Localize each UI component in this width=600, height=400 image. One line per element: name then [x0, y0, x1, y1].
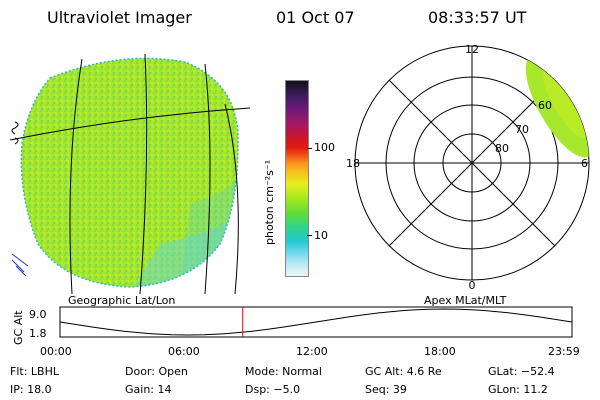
timeline-plot: [59, 306, 573, 338]
altitude-curve: [59, 308, 573, 336]
info-gc-alt: GC Alt: 4.6 Re: [365, 365, 442, 378]
lat-label-70: 70: [515, 123, 529, 136]
info-flt: Flt: LBHL: [10, 365, 59, 378]
timeline-ytick-1-8: 1.8: [29, 327, 47, 340]
geographic-image: [9, 53, 251, 295]
info-mode: Mode: Normal: [245, 365, 322, 378]
info-gain: Gain: 14: [125, 383, 172, 396]
colorbar: [285, 80, 309, 277]
apex-polar-plot: 12 18 6 0 60 70 80: [346, 43, 590, 292]
timeline-xtick-0000: 00:00: [40, 345, 72, 358]
timeline-xtick-1200: 12:00: [296, 345, 328, 358]
date-label: 01 Oct 07: [276, 8, 355, 27]
info-dsp: Dsp: −5.0: [245, 383, 301, 396]
info-ip: IP: 18.0: [10, 383, 52, 396]
apex-caption: Apex MLat/MLT: [424, 294, 507, 307]
mlt-label-12: 12: [465, 43, 479, 56]
time-label: 08:33:57 UT: [428, 8, 527, 27]
colorbar-tick-100: 100: [314, 141, 335, 154]
timeline-xtick-1800: 18:00: [424, 345, 456, 358]
instrument-title: Ultraviolet Imager: [47, 8, 192, 27]
timeline-xtick-2359: 23:59: [548, 345, 580, 358]
geo-caption: Geographic Lat/Lon: [68, 294, 176, 307]
info-glat: GLat: −52.4: [488, 365, 555, 378]
timeline-xtick-0600: 06:00: [168, 345, 200, 358]
lat-label-60: 60: [538, 99, 552, 112]
timeline-ylabel: GC Alt: [12, 310, 25, 345]
colorbar-unit-label: photon cm⁻²s⁻¹: [263, 159, 276, 245]
colorbar-tick-10: 10: [314, 229, 328, 242]
lat-label-80: 80: [495, 142, 509, 155]
info-door: Door: Open: [125, 365, 188, 378]
timeline-ytick-9: 9.0: [29, 308, 47, 321]
info-seq: Seq: 39: [365, 383, 407, 396]
mlt-label-0: 0: [469, 279, 476, 292]
mlt-label-6: 6: [581, 157, 588, 170]
mlt-label-18: 18: [346, 157, 360, 170]
info-glon: GLon: 11.2: [488, 383, 548, 396]
